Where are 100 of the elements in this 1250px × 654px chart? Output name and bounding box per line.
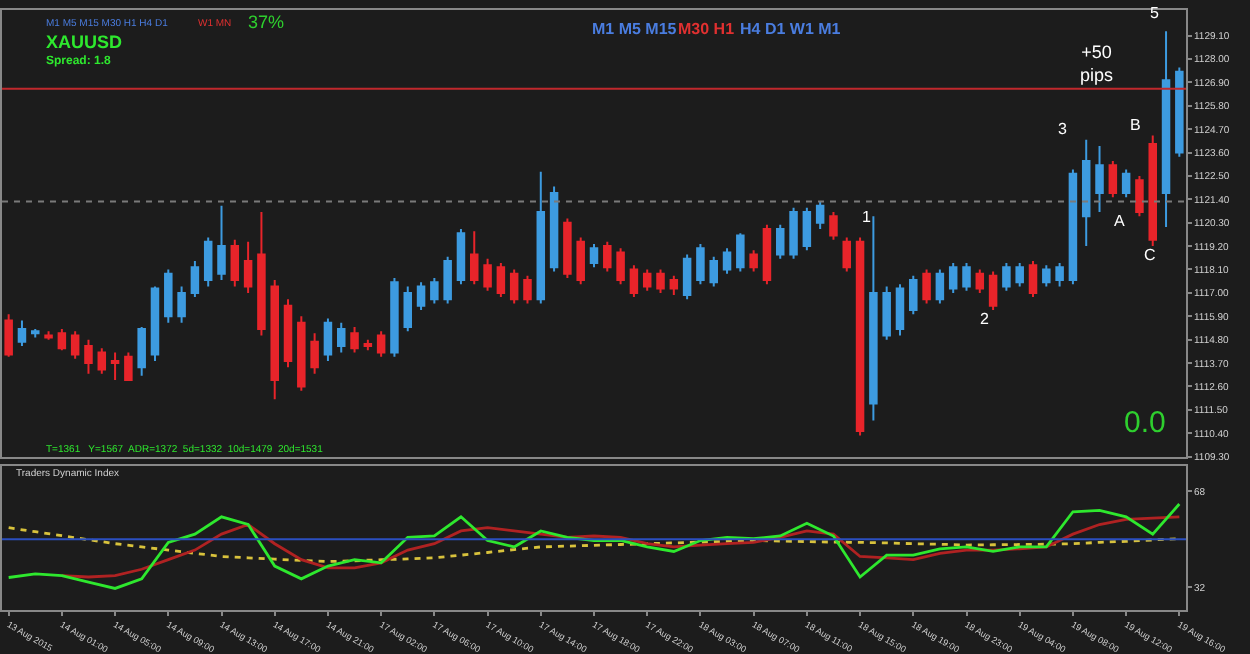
- candlestick: [576, 236, 585, 286]
- candlestick: [975, 268, 985, 294]
- candlestick: [363, 338, 373, 352]
- candlestick: [842, 236, 852, 273]
- candlestick: [682, 253, 692, 301]
- candlestick: [722, 247, 732, 275]
- candlestick: [1161, 30, 1171, 228]
- candlestick: [270, 279, 279, 401]
- candlestick: [1121, 168, 1131, 199]
- annotation: A: [1114, 212, 1126, 230]
- candlestick: [948, 262, 958, 294]
- candlestick: [4, 313, 13, 358]
- candlestick: [283, 298, 293, 369]
- candlestick: [882, 285, 891, 341]
- candlestick: [336, 321, 346, 354]
- candlestick: [603, 240, 612, 273]
- candlestick: [1068, 168, 1078, 286]
- candlestick: [1175, 66, 1184, 158]
- candlestick: [909, 274, 918, 316]
- candlestick: [749, 249, 758, 273]
- candlestick: [1042, 264, 1051, 288]
- candlestick: [523, 274, 532, 305]
- candlestick: [297, 315, 306, 392]
- annotation: 5: [1150, 4, 1160, 22]
- candlestick: [815, 200, 825, 231]
- candlestick: [243, 240, 253, 294]
- candlestick: [789, 206, 798, 260]
- candlestick: [150, 285, 160, 362]
- candlestick: [549, 185, 559, 273]
- candlestick: [988, 270, 998, 311]
- candlestick: [642, 268, 652, 292]
- candlestick: [855, 236, 865, 437]
- candlestick: [376, 330, 386, 358]
- candlestick: [44, 330, 53, 341]
- candlestick: [390, 276, 399, 358]
- candlestick: [669, 274, 679, 296]
- candlestick: [190, 259, 200, 299]
- candlestick: [1135, 174, 1144, 218]
- candlestick: [563, 217, 572, 279]
- candlestick: [935, 268, 945, 305]
- annotation: H4 D1 W1 M1: [740, 20, 842, 38]
- candlestick: [895, 283, 905, 337]
- candlestick: [709, 255, 718, 288]
- candlestick: [110, 351, 120, 382]
- candlestick: [203, 236, 213, 288]
- candlestick: [164, 268, 173, 324]
- candlestick: [1148, 134, 1157, 248]
- candlestick: [177, 285, 186, 324]
- annotation: M1 M5 M15: [592, 20, 678, 38]
- candlestick: [31, 328, 40, 339]
- candlestick: [1108, 160, 1118, 199]
- candlestick: [470, 230, 479, 286]
- annotation: 37%: [248, 12, 285, 32]
- candlestick: [416, 281, 426, 311]
- candlestick: [696, 242, 705, 286]
- annotation: M30 H1: [678, 20, 736, 38]
- annotation: 1: [862, 208, 872, 226]
- candlestick: [922, 268, 931, 305]
- candlestick: [1095, 145, 1104, 214]
- candlestick: [762, 223, 772, 286]
- line-series: [60, 515, 1181, 579]
- line-series: [7, 526, 1181, 563]
- candlestick: [137, 325, 146, 377]
- candlestick: [17, 319, 27, 348]
- candlestick: [350, 325, 359, 354]
- candlestick: [70, 330, 80, 360]
- candlestick: [802, 206, 812, 252]
- candlestick: [310, 332, 319, 375]
- annotation: 0.0: [1124, 406, 1166, 440]
- candlestick: [97, 347, 107, 375]
- candlestick: [257, 211, 266, 337]
- candlestick: [656, 268, 665, 294]
- candlestick: [1015, 262, 1024, 288]
- annotation: B: [1130, 116, 1141, 134]
- candlestick: [1055, 262, 1064, 288]
- candlestick: [124, 351, 133, 382]
- candlestick: [230, 238, 240, 288]
- candlestick: [84, 338, 93, 375]
- candlestick: [443, 255, 452, 305]
- candlestick: [736, 232, 745, 273]
- candlestick: [456, 228, 466, 286]
- candlestick: [589, 242, 599, 269]
- candlestick: [962, 262, 971, 292]
- candlestick: [57, 328, 67, 352]
- candlestick: [430, 276, 439, 305]
- candlestick: [403, 285, 413, 333]
- annotation: 2: [980, 310, 990, 328]
- line-series: [7, 502, 1181, 590]
- candlestick: [1081, 138, 1091, 248]
- candlestick: [1028, 259, 1038, 299]
- candlestick: [217, 204, 226, 282]
- annotation: C: [1144, 246, 1156, 264]
- candlestick: [869, 215, 878, 422]
- candlestick: [829, 211, 838, 241]
- candlestick: [536, 170, 546, 305]
- candlestick: [616, 247, 625, 286]
- candlestick: [496, 262, 506, 299]
- annotation: XAUUSD: [46, 32, 124, 52]
- candlestick: [483, 257, 492, 292]
- candlestick: [323, 317, 333, 362]
